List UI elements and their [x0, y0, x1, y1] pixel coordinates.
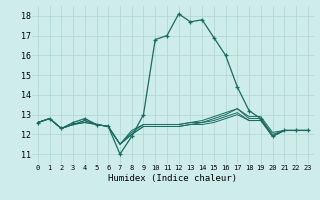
X-axis label: Humidex (Indice chaleur): Humidex (Indice chaleur): [108, 174, 237, 183]
